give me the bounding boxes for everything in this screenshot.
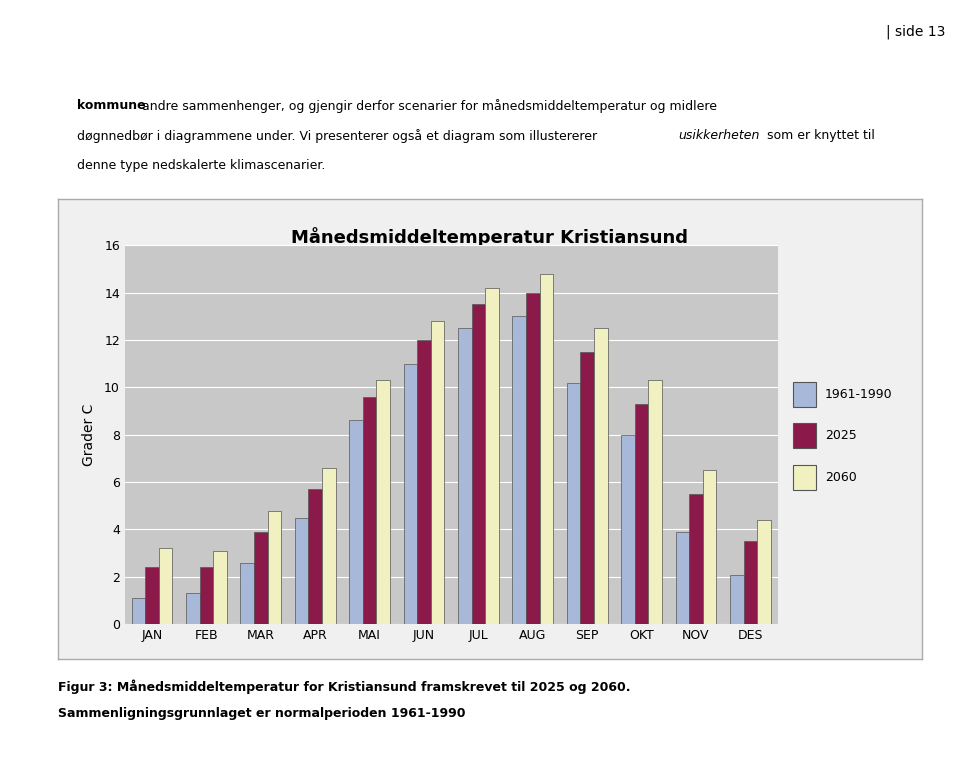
- Bar: [349, 421, 363, 624]
- FancyBboxPatch shape: [793, 465, 816, 489]
- Bar: [295, 518, 308, 624]
- Bar: [635, 404, 648, 624]
- Bar: [540, 273, 553, 624]
- Bar: [403, 364, 418, 624]
- Text: 2060: 2060: [825, 471, 856, 483]
- Text: Sammenligningsgrunnlaget er normalperioden 1961-1990: Sammenligningsgrunnlaget er normalperiod…: [58, 706, 465, 719]
- Bar: [471, 304, 485, 624]
- Bar: [158, 548, 173, 624]
- FancyBboxPatch shape: [793, 424, 816, 448]
- Bar: [689, 494, 703, 624]
- Bar: [376, 380, 390, 624]
- Bar: [145, 568, 158, 624]
- Text: usikkerheten: usikkerheten: [679, 129, 759, 142]
- FancyBboxPatch shape: [793, 382, 816, 407]
- Text: døgnnedbør i diagrammene under. Vi presenterer også et diagram som illustererer: døgnnedbør i diagrammene under. Vi prese…: [77, 129, 601, 143]
- Text: Månedsmiddeltemperatur Kristiansund: Månedsmiddeltemperatur Kristiansund: [291, 227, 688, 247]
- Bar: [648, 380, 662, 624]
- Text: 2025: 2025: [825, 430, 856, 442]
- Bar: [308, 489, 322, 624]
- Bar: [363, 397, 376, 624]
- Text: 1961-1990: 1961-1990: [825, 388, 892, 401]
- Text: som er knyttet til: som er knyttet til: [763, 129, 875, 142]
- Bar: [485, 288, 499, 624]
- Bar: [744, 542, 757, 624]
- Bar: [132, 598, 145, 624]
- Text: Figur 3: Månedsmiddeltemperatur for Kristiansund framskrevet til 2025 og 2060.: Figur 3: Månedsmiddeltemperatur for Kris…: [58, 680, 630, 695]
- Bar: [268, 510, 281, 624]
- Bar: [458, 328, 471, 624]
- Bar: [730, 574, 744, 624]
- Text: andre sammenhenger, og gjengir derfor scenarier for månedsmiddeltemperatur og mi: andre sammenhenger, og gjengir derfor sc…: [138, 99, 717, 113]
- Bar: [322, 468, 336, 624]
- Bar: [418, 340, 431, 624]
- Text: denne type nedskalerte klimascenarier.: denne type nedskalerte klimascenarier.: [77, 159, 325, 172]
- Bar: [254, 532, 268, 624]
- Text: VESTLANDSFORSKNING: VESTLANDSFORSKNING: [12, 19, 344, 44]
- Text: kommune: kommune: [77, 99, 145, 112]
- Bar: [703, 470, 716, 624]
- Bar: [757, 520, 771, 624]
- Bar: [581, 352, 594, 624]
- Bar: [594, 328, 608, 624]
- Bar: [240, 563, 254, 624]
- Bar: [676, 532, 689, 624]
- Bar: [566, 382, 581, 624]
- Bar: [621, 435, 635, 624]
- Text: | side 13: | side 13: [886, 25, 946, 38]
- Bar: [186, 594, 200, 624]
- Y-axis label: Grader C: Grader C: [82, 404, 96, 466]
- Bar: [431, 321, 444, 624]
- Bar: [200, 568, 213, 624]
- Bar: [526, 293, 540, 624]
- Bar: [513, 316, 526, 624]
- Bar: [213, 551, 227, 624]
